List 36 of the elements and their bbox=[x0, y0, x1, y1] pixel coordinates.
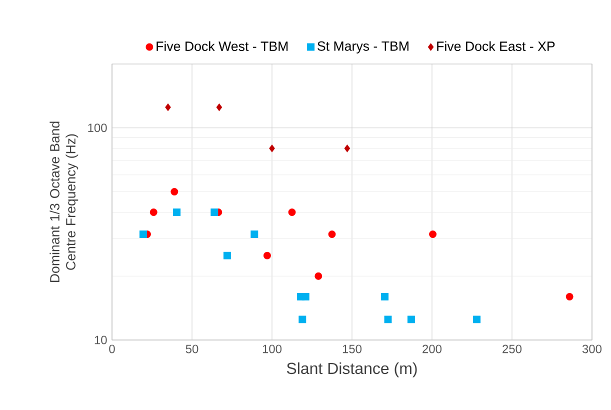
x-axis-title: Slant Distance (m) bbox=[286, 362, 417, 378]
point bbox=[328, 230, 336, 238]
y-tick-label: 10 bbox=[94, 336, 107, 344]
x-tick-label: 50 bbox=[186, 344, 198, 354]
point bbox=[314, 272, 322, 280]
point bbox=[344, 144, 350, 152]
legend-label: Five Dock West - TBM bbox=[156, 41, 288, 51]
point bbox=[407, 316, 415, 324]
legend-label: Five Dock East - XP bbox=[437, 41, 555, 51]
point bbox=[298, 316, 306, 324]
point bbox=[170, 188, 178, 196]
point bbox=[165, 104, 171, 112]
x-tick-label: 150 bbox=[342, 344, 362, 354]
x-tick-label: 0 bbox=[109, 344, 115, 354]
x-tick-label: 100 bbox=[262, 344, 282, 354]
point bbox=[302, 292, 310, 300]
x-tick-label: 300 bbox=[582, 344, 602, 354]
point bbox=[269, 144, 275, 152]
point bbox=[150, 208, 158, 216]
point bbox=[288, 208, 296, 216]
point bbox=[173, 208, 181, 216]
point bbox=[139, 230, 147, 238]
point bbox=[223, 252, 231, 260]
point bbox=[250, 230, 258, 238]
point bbox=[566, 292, 574, 300]
y-axis-title: Dominant 1/3 Octave Band Centre Frequency (Hz) bbox=[50, 122, 78, 282]
point bbox=[384, 316, 392, 324]
point bbox=[429, 230, 437, 238]
point bbox=[263, 252, 271, 260]
point bbox=[381, 292, 389, 300]
legend-label: St Marys - TBM bbox=[318, 41, 408, 54]
x-tick-label: 250 bbox=[502, 344, 522, 354]
point bbox=[210, 208, 218, 216]
x-tick-label: 200 bbox=[422, 344, 442, 354]
point bbox=[216, 104, 222, 112]
point bbox=[473, 316, 481, 324]
